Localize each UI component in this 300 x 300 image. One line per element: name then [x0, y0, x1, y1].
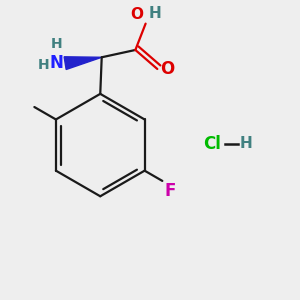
- Text: F: F: [165, 182, 176, 200]
- Text: H: H: [239, 136, 252, 151]
- Text: H: H: [149, 6, 162, 21]
- Text: O: O: [160, 60, 174, 78]
- Text: O: O: [130, 7, 143, 22]
- Text: H: H: [51, 38, 62, 51]
- Text: Cl: Cl: [203, 135, 220, 153]
- Text: N: N: [50, 54, 64, 72]
- Text: H: H: [38, 58, 49, 72]
- Polygon shape: [64, 57, 102, 70]
